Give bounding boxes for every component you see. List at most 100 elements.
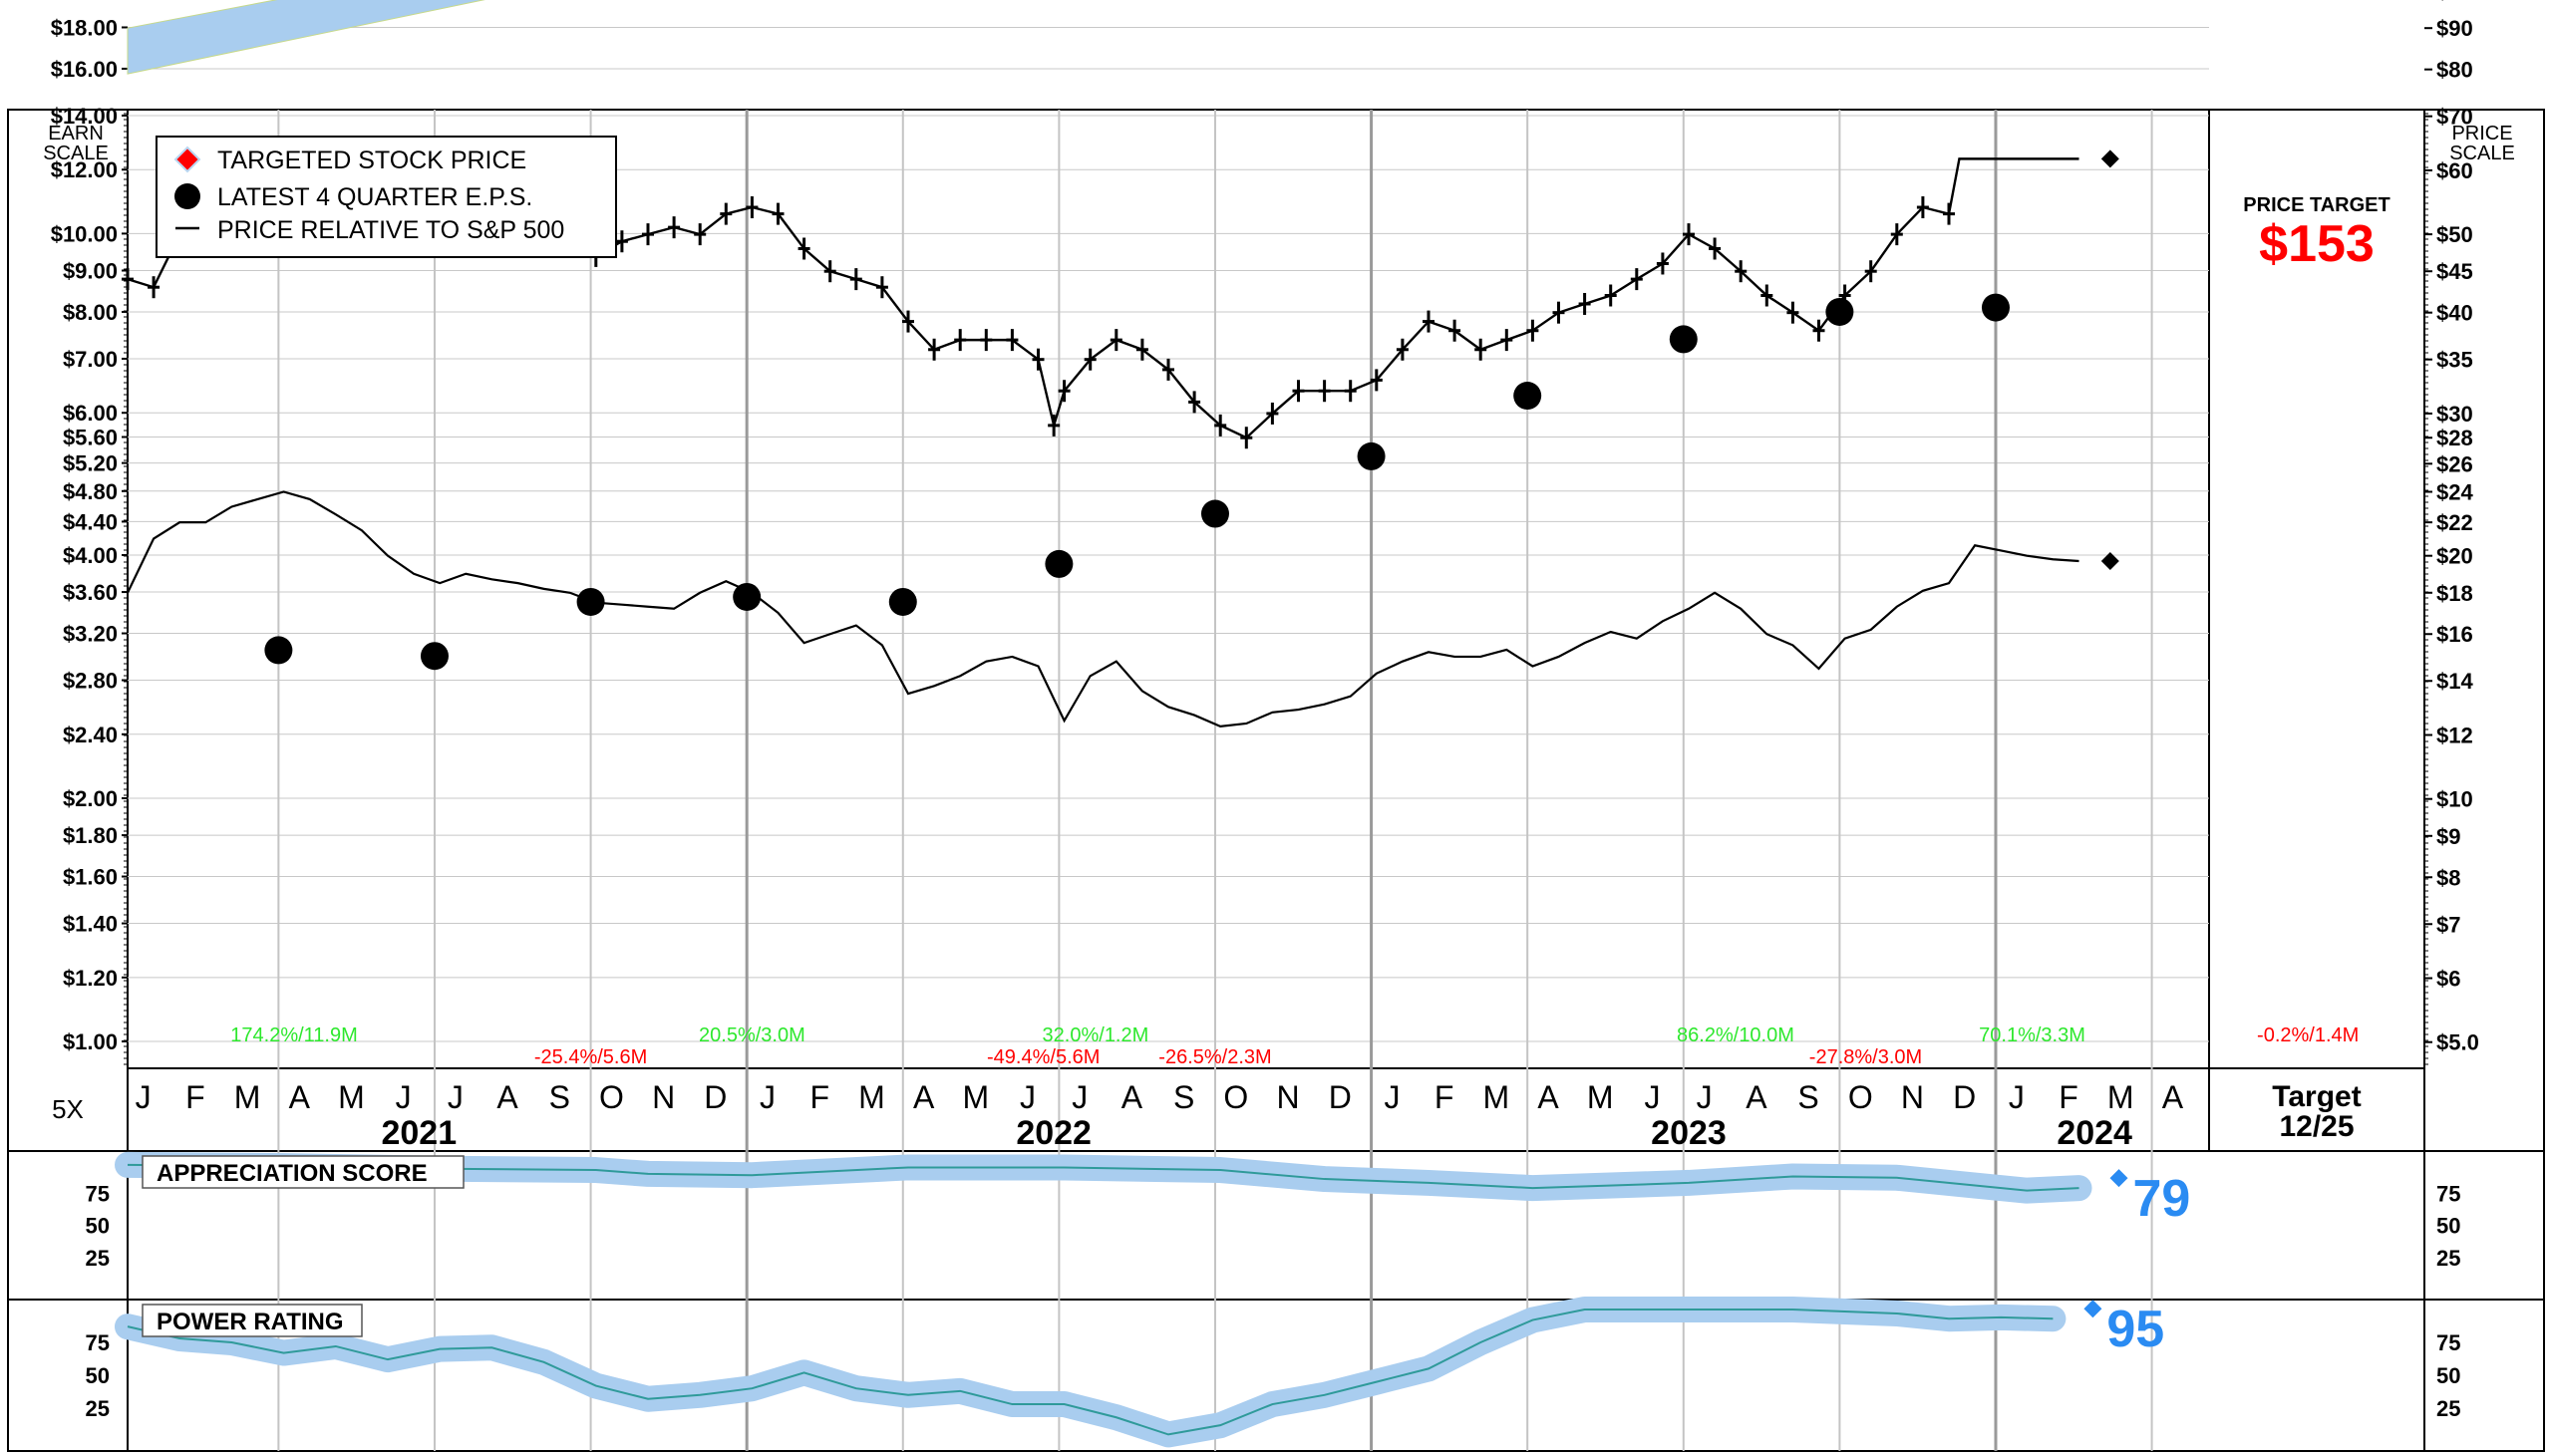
earn-tick-label: $2.40 bbox=[63, 723, 118, 747]
earn-tick-label: $7.00 bbox=[63, 347, 118, 372]
earn-tick-label: $6.00 bbox=[63, 401, 118, 426]
chart-frame bbox=[7, 109, 2545, 1452]
power-rating-tick-right: 50 bbox=[2436, 1363, 2460, 1388]
price-tick-label: $10 bbox=[2436, 787, 2473, 812]
year-label: 2022 bbox=[1016, 1114, 1092, 1152]
power-rating-tick-left: 25 bbox=[86, 1396, 110, 1421]
price-tick-label: $16 bbox=[2436, 622, 2473, 647]
outer-border bbox=[7, 109, 2545, 1452]
month-label: D bbox=[1329, 1079, 1352, 1115]
target-band bbox=[127, 0, 485, 75]
price-tick-label: $24 bbox=[2436, 480, 2473, 505]
earn-tick-label: $4.80 bbox=[63, 479, 118, 504]
price-target-block: PRICE TARGET $153 bbox=[2243, 194, 2390, 273]
month-label: D bbox=[1953, 1079, 1976, 1115]
eps-dot bbox=[420, 642, 449, 671]
change-annotation: 70.1%/3.3M bbox=[1979, 1024, 2085, 1046]
month-label: F bbox=[185, 1079, 205, 1115]
earn-tick-label: $16.00 bbox=[51, 57, 118, 82]
month-label: A bbox=[1537, 1079, 1559, 1115]
month-label: J bbox=[1644, 1079, 1660, 1115]
month-label: A bbox=[1121, 1079, 1143, 1115]
earn-tick-label: $14.00 bbox=[51, 104, 118, 129]
power-rating-marker bbox=[2083, 1300, 2102, 1318]
month-label: J bbox=[136, 1079, 152, 1115]
earn-tick-label: $3.20 bbox=[63, 622, 118, 647]
month-label: O bbox=[1223, 1079, 1248, 1115]
eps-dot bbox=[733, 582, 762, 611]
month-label: F bbox=[809, 1079, 829, 1115]
appreciation-score-tick-left: 50 bbox=[86, 1214, 110, 1239]
appreciation-score-marker bbox=[2109, 1169, 2128, 1188]
earn-tick-label: $5.20 bbox=[63, 451, 118, 476]
earn-tick-label: $9.00 bbox=[63, 258, 118, 283]
earn-tick-label: $1.60 bbox=[63, 865, 118, 890]
month-label: M bbox=[963, 1079, 990, 1115]
month-label: F bbox=[1435, 1079, 1454, 1115]
price-tick-label: $100 bbox=[2436, 0, 2485, 4]
eps-dot bbox=[1825, 297, 1854, 326]
month-label: A bbox=[289, 1079, 311, 1115]
change-annotation: -49.4%/5.6M bbox=[987, 1046, 1100, 1068]
power-rating-label-box bbox=[142, 1304, 363, 1337]
price-scale-title: PRICE bbox=[2451, 123, 2512, 145]
earn-tick-label: $1.00 bbox=[63, 1029, 118, 1054]
change-annotation: -25.4%/5.6M bbox=[534, 1046, 647, 1068]
month-label: F bbox=[2059, 1079, 2078, 1115]
price-tick-label: $6 bbox=[2436, 967, 2460, 992]
ratio-label: 5X bbox=[52, 1094, 84, 1124]
month-label: M bbox=[1483, 1079, 1510, 1115]
appreciation-score-line bbox=[127, 1163, 2079, 1192]
legend-label-relative: PRICE RELATIVE TO S&P 500 bbox=[217, 216, 564, 244]
price-tick-label: $50 bbox=[2436, 222, 2473, 247]
month-label: N bbox=[1901, 1079, 1924, 1115]
earn-tick-label: $10.00 bbox=[51, 221, 118, 246]
series-markers bbox=[264, 149, 2119, 671]
price-scale-title: SCALE bbox=[2449, 143, 2515, 164]
earn-tick-label: $4.40 bbox=[63, 509, 118, 534]
legend-box bbox=[156, 136, 617, 258]
month-label: J bbox=[760, 1079, 776, 1115]
month-label: S bbox=[1797, 1079, 1818, 1115]
legend: TARGETED STOCK PRICE LATEST 4 QUARTER E.… bbox=[156, 136, 617, 258]
month-label: J bbox=[1384, 1079, 1400, 1115]
legend-label-eps: LATEST 4 QUARTER E.P.S. bbox=[217, 183, 532, 211]
appreciation-score-tick-right: 50 bbox=[2436, 1214, 2460, 1239]
price-tick-label: $26 bbox=[2436, 451, 2473, 476]
price-tick-label: $5.0 bbox=[2436, 1030, 2479, 1055]
change-annotation: 20.5%/3.0M bbox=[699, 1024, 805, 1046]
legend-label-targeted-price: TARGETED STOCK PRICE bbox=[217, 146, 526, 174]
earn-tick-label: $18.00 bbox=[51, 15, 118, 40]
earn-tick-label: $8.00 bbox=[63, 300, 118, 325]
indicator-panels: 75 75 50 50 25 25 79 APPRECIATION SCORE 75 75 50 50… bbox=[86, 1151, 2460, 1448]
price-target-value: $153 bbox=[2259, 215, 2375, 273]
month-label: O bbox=[1848, 1079, 1873, 1115]
eps-dot bbox=[888, 587, 917, 616]
month-label: O bbox=[599, 1079, 624, 1115]
price-tick-label: $12 bbox=[2436, 724, 2473, 748]
appreciation-score-current-value: 79 bbox=[2133, 1170, 2191, 1228]
eps-dot bbox=[1669, 325, 1698, 354]
appreciation-score-label-box bbox=[142, 1155, 465, 1189]
power-rating-tick-right: 75 bbox=[2436, 1330, 2460, 1355]
month-label: J bbox=[448, 1079, 464, 1115]
power-rating-tick-right: 25 bbox=[2436, 1396, 2460, 1421]
power-rating-band bbox=[115, 1297, 2067, 1448]
month-label: A bbox=[496, 1079, 518, 1115]
chart-text: $28.00$24.00$20.00$18.00$16.00$14.00$12.… bbox=[43, 0, 2515, 1152]
appreciation-score-tick-right: 25 bbox=[2436, 1246, 2460, 1271]
month-label: J bbox=[2009, 1079, 2025, 1115]
change-annotation: -26.5%/2.3M bbox=[1158, 1046, 1271, 1068]
target-date-label: 12/25 bbox=[2279, 1110, 2354, 1143]
appreciation-score-tick-right: 75 bbox=[2436, 1181, 2460, 1206]
price-tick-label: $14 bbox=[2436, 669, 2473, 694]
price-tick-label: $18 bbox=[2436, 581, 2473, 606]
month-label: J bbox=[1020, 1079, 1036, 1115]
month-label: M bbox=[338, 1079, 365, 1115]
appreciation-score-label: APPRECIATION SCORE bbox=[157, 1160, 428, 1187]
latest-value-marker bbox=[2100, 149, 2119, 168]
month-label: J bbox=[1697, 1079, 1713, 1115]
price-tick-label: $20 bbox=[2436, 544, 2473, 569]
legend-dot-icon bbox=[174, 183, 200, 209]
earn-tick-label: $3.60 bbox=[63, 580, 118, 605]
